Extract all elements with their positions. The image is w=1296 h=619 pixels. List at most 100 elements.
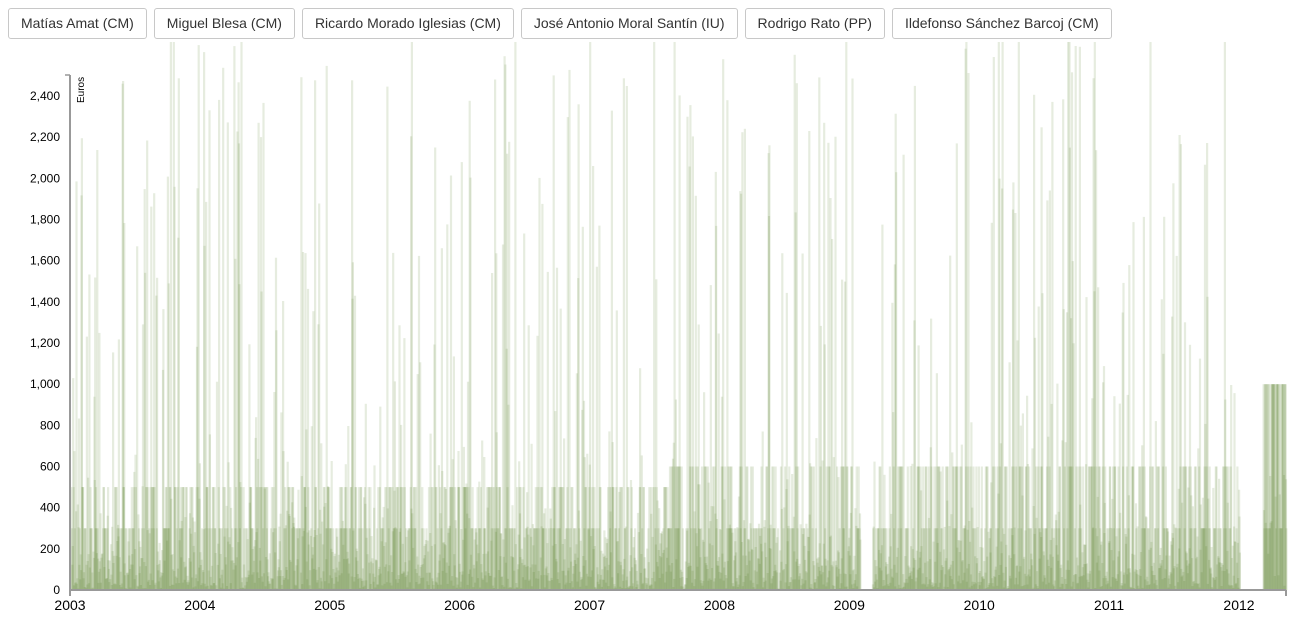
bar: [715, 225, 718, 590]
bar: [466, 584, 469, 590]
bar: [1079, 466, 1082, 590]
bar: [254, 437, 257, 590]
bar: [484, 528, 487, 590]
person-button-jose-antonio-moral[interactable]: José Antonio Moral Santín (IU): [520, 8, 738, 39]
bar: [909, 466, 912, 590]
bar: [76, 504, 79, 590]
bar: [1193, 466, 1197, 590]
bar: [202, 572, 205, 590]
bar: [365, 528, 369, 590]
bar: [1172, 183, 1175, 590]
bar: [1032, 587, 1035, 590]
bar: [117, 339, 120, 590]
bar: [990, 482, 993, 590]
bar: [402, 572, 406, 590]
bar: [593, 546, 596, 590]
bar: [138, 541, 141, 590]
bar: [437, 465, 440, 590]
bar: [1109, 586, 1113, 590]
bar: [263, 488, 266, 590]
bar: [579, 540, 582, 590]
bar: [1237, 587, 1240, 590]
bar: [995, 528, 998, 590]
bar: [482, 528, 485, 590]
bar: [1051, 101, 1054, 590]
bar: [827, 142, 830, 590]
bar: [528, 528, 532, 590]
bar: [178, 540, 181, 590]
bar: [1039, 466, 1042, 590]
person-button-rodrigo-rato[interactable]: Rodrigo Rato (PP): [744, 8, 885, 39]
bar: [557, 528, 560, 590]
bar: [1197, 583, 1200, 590]
bar: [1060, 577, 1064, 590]
bar: [952, 584, 955, 590]
bar: [713, 466, 716, 590]
bar: [215, 381, 219, 590]
bar: [705, 556, 709, 590]
bar: [134, 549, 137, 590]
bar: [710, 568, 714, 590]
bar: [343, 528, 346, 590]
bar: [358, 587, 362, 590]
bar: [666, 528, 670, 590]
bar: [999, 564, 1002, 590]
bar: [661, 552, 665, 590]
bar: [1149, 466, 1152, 590]
bar: [627, 587, 630, 590]
bar: [605, 557, 608, 590]
bar: [181, 487, 184, 590]
bar: [1005, 544, 1008, 590]
bar: [828, 570, 831, 590]
bar: [1079, 504, 1082, 590]
bar: [401, 573, 404, 590]
bar: [1031, 565, 1034, 590]
bar: [711, 466, 714, 590]
person-button-miguel-blesa[interactable]: Miguel Blesa (CM): [153, 8, 295, 39]
bar: [187, 582, 190, 590]
bar: [315, 569, 318, 590]
bar: [85, 336, 88, 590]
bar: [230, 528, 234, 590]
bar: [929, 559, 932, 590]
bar: [688, 166, 691, 590]
bar: [118, 528, 121, 590]
person-button-ildefonso-sanchez[interactable]: Ildefonso Sánchez Barcoj (CM): [891, 8, 1112, 39]
bar: [649, 487, 652, 590]
bar: [473, 539, 476, 590]
bar: [993, 576, 996, 590]
bar: [689, 105, 692, 590]
bar: [928, 579, 931, 590]
bar: [722, 59, 725, 590]
bar: [474, 582, 477, 590]
bar: [589, 42, 592, 590]
bar: [94, 487, 98, 590]
bar: [527, 534, 530, 590]
bar: [210, 584, 213, 590]
bar: [97, 582, 100, 590]
bar: [72, 585, 76, 590]
bar: [747, 538, 750, 590]
bar: [160, 572, 163, 590]
bar: [1151, 570, 1154, 590]
bar: [813, 582, 816, 590]
bar: [762, 577, 765, 590]
bar: [1282, 384, 1285, 590]
bar: [340, 573, 343, 590]
bar: [284, 528, 287, 590]
bar: [930, 466, 933, 590]
bar: [329, 528, 332, 590]
bar: [178, 528, 182, 590]
person-button-ricardo-morado[interactable]: Ricardo Morado Iglesias (CM): [301, 8, 514, 39]
bar: [994, 566, 997, 590]
bar: [210, 565, 214, 590]
bar: [363, 497, 366, 590]
bar: [1279, 384, 1282, 590]
bar: [1090, 466, 1093, 590]
bar: [1208, 559, 1211, 590]
bar: [119, 585, 122, 590]
bar: [1268, 528, 1271, 590]
bar: [338, 487, 342, 590]
bar: [905, 528, 908, 590]
person-button-matias-amat[interactable]: Matías Amat (CM): [8, 8, 147, 39]
